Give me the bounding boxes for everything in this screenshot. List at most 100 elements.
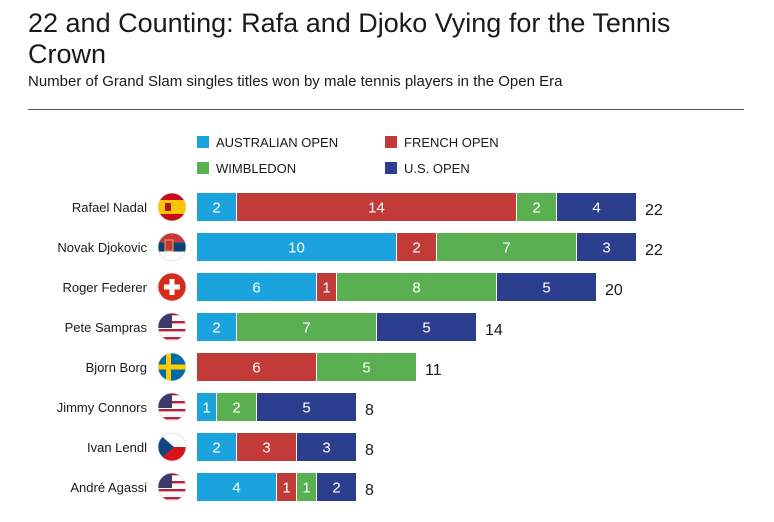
bar-segment — [297, 433, 356, 461]
bar-segment — [197, 233, 396, 261]
bar-segment — [197, 353, 316, 381]
segment-label: 5 — [302, 400, 310, 417]
segment-label: 5 — [362, 360, 370, 377]
segment-label: 2 — [232, 400, 240, 417]
segment-label: 2 — [212, 320, 220, 337]
player-name: Ivan Lendl — [87, 440, 147, 455]
bar-segment — [197, 393, 216, 421]
bar-segment — [437, 233, 576, 261]
bar-row: Jimmy Connors 1 2 5 8 — [57, 392, 374, 422]
player-name: Rafael Nadal — [72, 200, 147, 215]
segment-label: 5 — [542, 280, 550, 297]
sweden-flag-icon — [157, 352, 187, 382]
player-name: Pete Sampras — [65, 320, 148, 335]
bar-segment — [317, 473, 356, 501]
bar-segment — [257, 393, 356, 421]
player-name: Bjorn Borg — [86, 360, 147, 375]
bar-segment — [277, 473, 296, 501]
spain-flag-icon — [157, 192, 187, 222]
czech-flag-icon — [157, 432, 187, 462]
legend-label: FRENCH OPEN — [404, 135, 499, 150]
serbia-flag-icon — [157, 232, 187, 262]
legend-label: WIMBLEDON — [216, 161, 296, 176]
bar-segment — [217, 393, 256, 421]
legend-swatch — [197, 162, 209, 174]
legend-label: AUSTRALIAN OPEN — [216, 135, 338, 150]
player-name: André Agassi — [70, 480, 147, 495]
bar-segment — [517, 193, 556, 221]
segment-label: 1 — [322, 280, 330, 297]
legend-item: WIMBLEDON — [197, 161, 296, 176]
player-name: Jimmy Connors — [57, 400, 148, 415]
chart-subtitle: Number of Grand Slam singles titles won … — [28, 73, 563, 90]
total-label: 8 — [365, 402, 374, 419]
total-label: 11 — [425, 362, 442, 379]
total-label: 8 — [365, 442, 374, 459]
legend-item: FRENCH OPEN — [385, 135, 499, 150]
bar-segment — [237, 313, 376, 341]
legend-item: AUSTRALIAN OPEN — [197, 135, 338, 150]
bar-segment — [297, 473, 316, 501]
bar-segment — [317, 353, 416, 381]
bar-segment — [557, 193, 636, 221]
bar-row: André Agassi 4 1 1 2 8 — [70, 472, 374, 502]
player-name: Novak Djokovic — [57, 240, 147, 255]
player-name: Roger Federer — [62, 280, 147, 295]
legend-item: U.S. OPEN — [385, 161, 470, 176]
segment-label: 3 — [322, 440, 330, 457]
legend-swatch — [197, 136, 209, 148]
usa-flag-icon — [157, 392, 187, 422]
bar-segment — [197, 273, 316, 301]
total-label: 20 — [605, 282, 623, 299]
bar-row: Novak Djokovic 10 2 7 3 22 — [57, 232, 663, 262]
bar-segment — [337, 273, 496, 301]
title-divider — [28, 109, 744, 110]
bar-segment — [237, 193, 516, 221]
total-label: 8 — [365, 482, 374, 499]
segment-label: 7 — [302, 320, 310, 337]
segment-label: 1 — [302, 480, 310, 497]
bar-row: Ivan Lendl 2 3 3 8 — [87, 432, 374, 462]
total-label: 22 — [645, 242, 663, 259]
bar-row: Pete Sampras 2 7 5 14 — [65, 312, 503, 342]
bar-segment — [237, 433, 296, 461]
segment-label: 2 — [212, 440, 220, 457]
segment-label: 4 — [592, 200, 600, 217]
bar-segment — [317, 273, 336, 301]
segment-label: 6 — [252, 360, 260, 377]
segment-label: 14 — [368, 200, 385, 217]
bar-segment — [397, 233, 436, 261]
legend-label: U.S. OPEN — [404, 161, 470, 176]
segment-label: 3 — [262, 440, 270, 457]
bar-row: Roger Federer 6 1 8 5 20 — [62, 272, 623, 302]
segment-label: 2 — [412, 240, 420, 257]
bar-segment — [377, 313, 476, 341]
segment-label: 3 — [602, 240, 610, 257]
legend-swatch — [385, 136, 397, 148]
switzerland-flag-icon — [157, 272, 187, 302]
segment-label: 4 — [232, 480, 240, 497]
bar-segment — [197, 313, 236, 341]
total-label: 14 — [485, 322, 503, 339]
segment-label: 2 — [212, 200, 220, 217]
bar-segment — [197, 193, 236, 221]
legend-swatch — [385, 162, 397, 174]
usa-flag-icon — [157, 472, 187, 502]
segment-label: 5 — [422, 320, 430, 337]
total-label: 22 — [645, 202, 663, 219]
bar-segment — [197, 433, 236, 461]
bar-segment — [497, 273, 596, 301]
segment-label: 10 — [288, 240, 305, 257]
segment-label: 2 — [532, 200, 540, 217]
segment-label: 2 — [332, 480, 340, 497]
bar-segment — [197, 473, 276, 501]
segment-label: 8 — [412, 280, 420, 297]
usa-flag-icon — [157, 312, 187, 342]
chart-title: 22 and Counting: Rafa and Djoko Vying fo… — [28, 8, 671, 69]
bar-row: Rafael Nadal 2 14 2 4 22 — [72, 192, 663, 222]
segment-label: 1 — [202, 400, 210, 417]
segment-label: 7 — [502, 240, 510, 257]
segment-label: 1 — [282, 480, 290, 497]
bar-row: Bjorn Borg 6 5 11 — [86, 352, 442, 382]
